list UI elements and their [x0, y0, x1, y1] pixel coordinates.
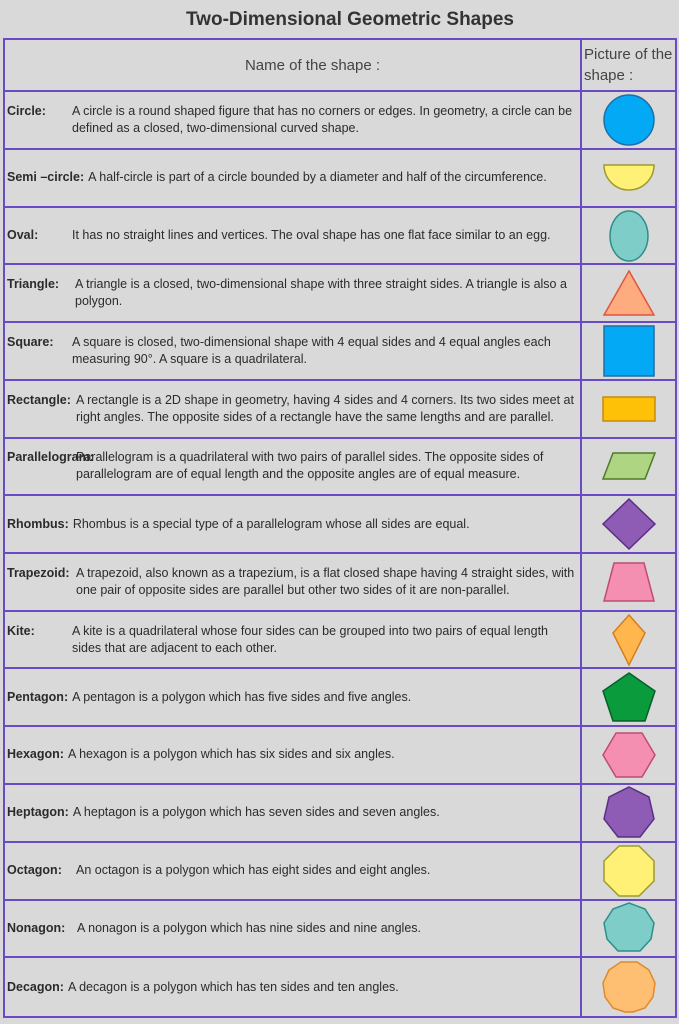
- shape-name: Square:: [7, 334, 54, 349]
- shape-text: A circle is a round shaped figure that h…: [72, 104, 573, 135]
- shape-description-pentagon: Pentagon: A pentagon is a polygon which h…: [5, 669, 582, 728]
- shape-name: Rhombus:: [7, 516, 69, 531]
- shape-picture-cell: [582, 554, 675, 612]
- shape-name: Oval:: [7, 228, 39, 243]
- shape-text: A pentagon is a polygon which has five s…: [72, 689, 412, 704]
- triangle-icon: [602, 269, 655, 317]
- shape-picture-cell: [582, 669, 675, 728]
- kite-icon: [611, 613, 646, 667]
- shape-text: An octagon is a polygon which has eight …: [76, 863, 431, 878]
- heptagon-icon: [602, 786, 655, 838]
- shape-description-kite: Kite: A kite is a quadrilateral whose fou…: [5, 611, 582, 670]
- shape-name: Kite:: [7, 623, 35, 638]
- shape-description-heptagon: Heptagon: A heptagon is a polygon which h…: [5, 784, 582, 843]
- shape-picture-cell: [582, 439, 675, 497]
- shape-name: Triangle:: [7, 277, 60, 292]
- shape-description-triangle: Triangle: A triangle is a closed, two-dim…: [5, 265, 582, 324]
- shapes-table: Name of the shape : Picture of the shape…: [3, 38, 677, 1018]
- shape-name: Rectangle:: [7, 392, 71, 407]
- circle-icon: [602, 94, 655, 146]
- shape-picture-cell: [582, 958, 675, 1016]
- shape-text: A triangle is a closed, two-dimensional …: [75, 277, 567, 309]
- shape-picture-cell: [582, 785, 675, 843]
- shape-description-nonagon: Nonagon: A nonagon is a polygon which has…: [5, 900, 582, 959]
- square-icon: [602, 325, 655, 377]
- shape-description-rectangle: Rectangle: A rectangle is a 2D shape in g…: [5, 380, 582, 439]
- octagon-icon: [602, 844, 655, 897]
- nonagon-icon: [602, 902, 655, 953]
- shape-name: Decagon:: [7, 979, 64, 994]
- shape-text: A nonagon is a polygon which has nine si…: [77, 920, 422, 935]
- shape-name: Circle:: [7, 104, 46, 118]
- shape-description-hexagon: Hexagon: A hexagon is a polygon which has…: [5, 727, 582, 785]
- semicircle-icon: [602, 164, 655, 191]
- shape-text: Rhombus is a special type of a parallelo…: [72, 516, 470, 531]
- shape-picture-cell: [582, 901, 675, 959]
- shape-text: A square is closed, two-dimensional shap…: [72, 334, 551, 366]
- shape-description-square: Square: A square is closed, two-dimension…: [5, 323, 582, 381]
- header-name-column: Name of the shape :: [5, 40, 582, 92]
- shape-name: Heptagon:: [7, 805, 69, 820]
- shape-name: Trapezoid:: [7, 565, 70, 580]
- shape-text: It has no straight lines and vertices. T…: [72, 228, 551, 243]
- shape-name: Parallelogram:: [7, 450, 94, 465]
- rhombus-icon: [601, 498, 656, 551]
- shape-text: A decagon is a polygon which has ten sid…: [67, 979, 399, 994]
- shape-picture-cell: [582, 612, 675, 670]
- shape-text: A heptagon is a polygon which has seven …: [72, 805, 440, 820]
- shape-description-semicircle: Semi –circle: A half-circle is part of a …: [5, 150, 582, 208]
- shape-text: A trapezoid, also known as a trapezium, …: [76, 565, 575, 597]
- shape-description-rhombus: Rhombus: Rhombus is a special type of a p…: [5, 496, 582, 554]
- shape-text: Parallelogram is a quadrilateral with tw…: [76, 450, 544, 482]
- pentagon-icon: [601, 672, 656, 723]
- shape-name: Semi –circle:: [7, 170, 85, 185]
- header-picture-column: Picture of the shape :: [582, 40, 675, 92]
- page-title: Two-Dimensional Geometric Shapes: [185, 9, 514, 30]
- oval-icon: [608, 209, 649, 262]
- shape-description-decagon: Decagon: A decagon is a polygon which has…: [5, 958, 582, 1016]
- shape-picture-cell: [582, 727, 675, 785]
- shape-description-parallelogram: Parallelogram: Parallelogram is a quadril…: [5, 438, 582, 497]
- shape-picture-cell: [582, 381, 675, 439]
- shape-text: A hexagon is a polygon which has six sid…: [67, 747, 395, 762]
- shape-picture-cell: [582, 843, 675, 901]
- shape-picture-cell: [582, 208, 675, 266]
- shape-description-circle: Circle: A circle is a round shaped figure…: [5, 92, 582, 150]
- shape-picture-cell: [582, 323, 675, 381]
- shape-name: Hexagon:: [7, 747, 64, 762]
- shape-picture-cell: [582, 496, 675, 554]
- parallelogram-icon: [601, 452, 656, 481]
- shape-text: A half-circle is part of a circle bounde…: [88, 170, 547, 185]
- shape-text: A kite is a quadrilateral whose four sid…: [72, 623, 548, 655]
- shape-picture-cell: [582, 92, 675, 150]
- shape-description-trapezoid: Trapezoid: A trapezoid, also known as a t…: [5, 554, 582, 612]
- shape-text: A rectangle is a 2D shape in geometry, h…: [76, 392, 574, 424]
- shape-name: Octagon:: [7, 863, 62, 878]
- shape-picture-cell: [582, 265, 675, 324]
- shape-description-octagon: Octagon: An octagon is a polygon which ha…: [5, 842, 582, 901]
- rectangle-icon: [601, 395, 656, 422]
- trapezoid-icon: [602, 562, 655, 602]
- decagon-icon: [601, 961, 656, 1013]
- shape-picture-cell: [582, 150, 675, 208]
- hexagon-icon: [601, 732, 656, 778]
- shape-name: Nonagon:: [7, 920, 66, 935]
- shape-name: Pentagon:: [7, 689, 69, 704]
- shape-description-oval: Oval: It has no straight lines and vertic…: [5, 207, 582, 266]
